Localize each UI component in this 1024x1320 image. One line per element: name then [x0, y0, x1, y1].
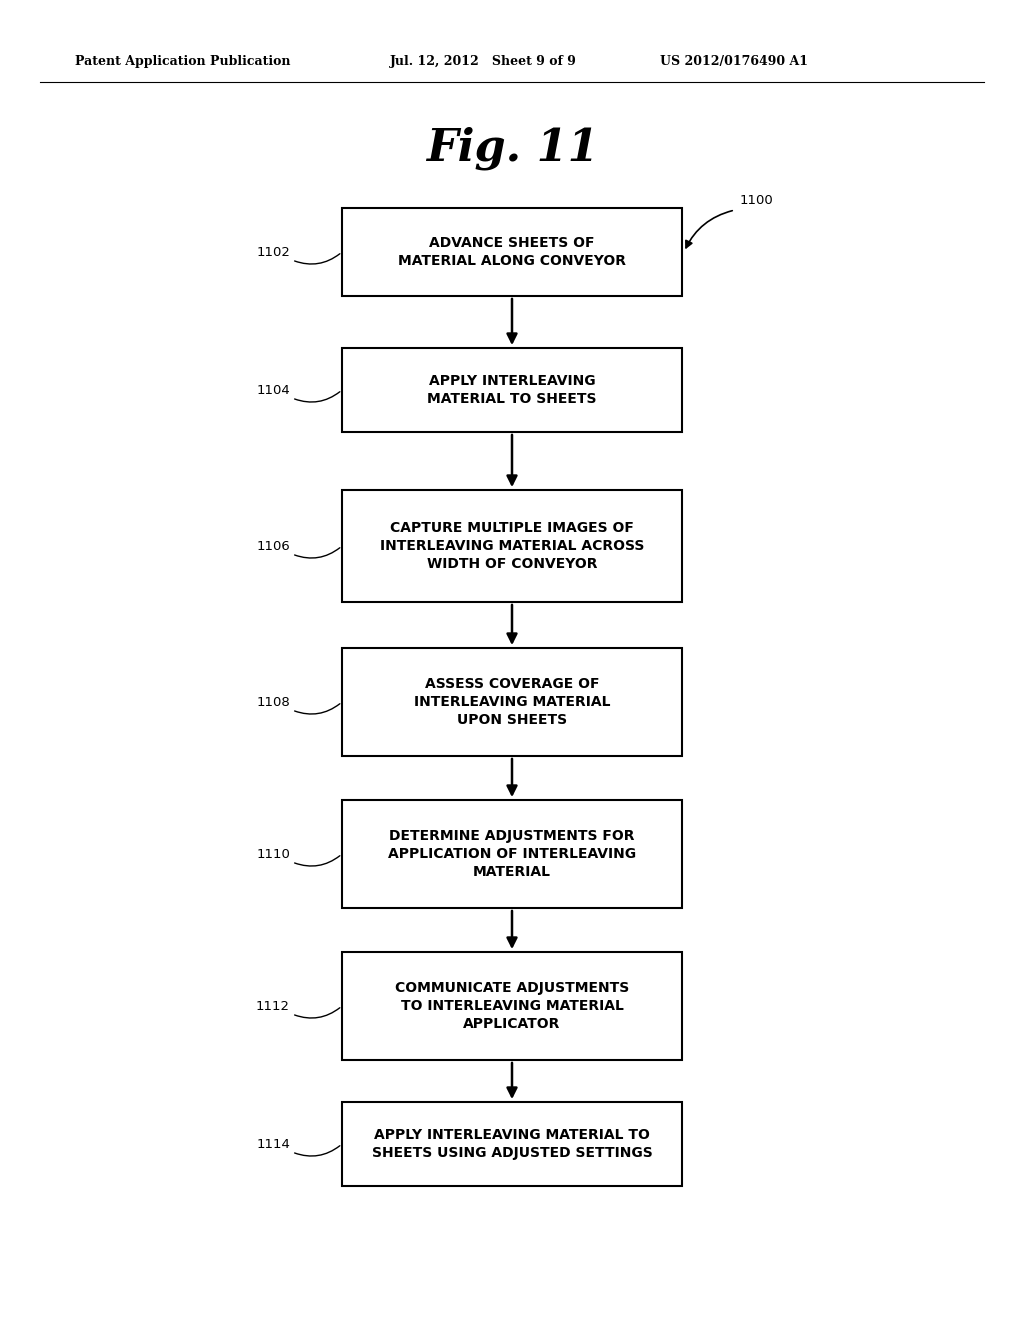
Text: ASSESS COVERAGE OF
INTERLEAVING MATERIAL
UPON SHEETS: ASSESS COVERAGE OF INTERLEAVING MATERIAL… — [414, 677, 610, 727]
Text: 1104: 1104 — [256, 384, 290, 396]
Bar — [342, 952, 682, 1060]
Text: 1114: 1114 — [256, 1138, 290, 1151]
Text: COMMUNICATE ADJUSTMENTS
TO INTERLEAVING MATERIAL
APPLICATOR: COMMUNICATE ADJUSTMENTS TO INTERLEAVING … — [395, 981, 629, 1031]
Text: 1106: 1106 — [256, 540, 290, 553]
Text: APPLY INTERLEAVING
MATERIAL TO SHEETS: APPLY INTERLEAVING MATERIAL TO SHEETS — [427, 374, 597, 407]
Text: 1102: 1102 — [256, 246, 290, 259]
Text: 1110: 1110 — [256, 847, 290, 861]
Bar — [342, 1102, 682, 1185]
Bar — [342, 490, 682, 602]
Text: 1108: 1108 — [256, 696, 290, 709]
Text: 1100: 1100 — [740, 194, 774, 206]
Bar — [342, 348, 682, 432]
Text: US 2012/0176490 A1: US 2012/0176490 A1 — [660, 55, 808, 69]
Bar — [342, 800, 682, 908]
Text: CAPTURE MULTIPLE IMAGES OF
INTERLEAVING MATERIAL ACROSS
WIDTH OF CONVEYOR: CAPTURE MULTIPLE IMAGES OF INTERLEAVING … — [380, 520, 644, 572]
Text: DETERMINE ADJUSTMENTS FOR
APPLICATION OF INTERLEAVING
MATERIAL: DETERMINE ADJUSTMENTS FOR APPLICATION OF… — [388, 829, 636, 879]
Text: 1112: 1112 — [256, 999, 290, 1012]
Text: APPLY INTERLEAVING MATERIAL TO
SHEETS USING ADJUSTED SETTINGS: APPLY INTERLEAVING MATERIAL TO SHEETS US… — [372, 1127, 652, 1160]
Bar — [342, 648, 682, 756]
Text: Fig. 11: Fig. 11 — [426, 127, 598, 170]
Text: ADVANCE SHEETS OF
MATERIAL ALONG CONVEYOR: ADVANCE SHEETS OF MATERIAL ALONG CONVEYO… — [398, 236, 626, 268]
Bar — [342, 209, 682, 296]
Text: Patent Application Publication: Patent Application Publication — [75, 55, 291, 69]
Text: Jul. 12, 2012   Sheet 9 of 9: Jul. 12, 2012 Sheet 9 of 9 — [390, 55, 577, 69]
